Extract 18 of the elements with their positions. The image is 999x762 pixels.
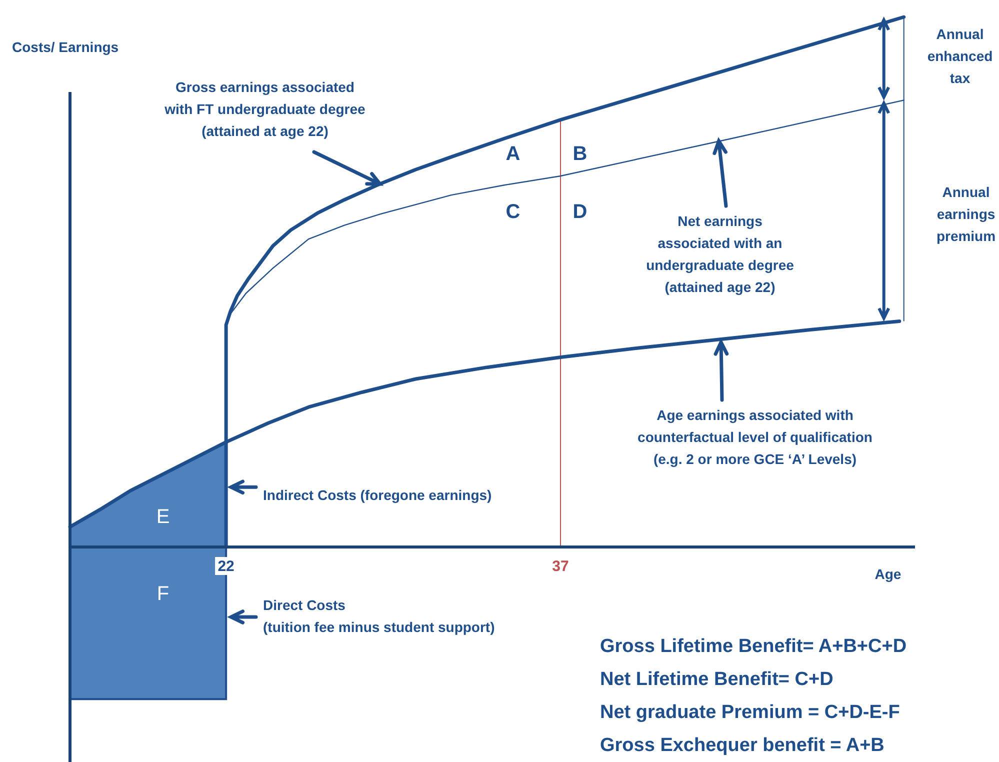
x-tick-label: 37 [552,558,569,575]
annotation: Age earnings associated with counterfactual level of qualification (e.g. 2 or more GCE ‘A’ Levels) [638,407,872,467]
text: Annual earnings premium [936,184,996,244]
annotation: E [156,506,170,528]
text: Annual enhanced tax [927,26,993,86]
annotation: Direct Costs (tuition fee minus student support) [263,597,495,635]
annotation: A [506,143,520,165]
annotation: Indirect Costs (foregone earnings) [263,487,492,503]
annotation: F [156,583,170,605]
annotation: B [572,143,588,165]
annotation: C [506,201,520,223]
annotation: Gross Lifetime Benefit= A+B+C+D Net Lifetime Benefit= C+D Net graduate Premium = C+D-E-F Gross Exchequer benefit = A+B [600,636,907,756]
annotation: D [572,201,588,223]
x-axis-title: Age [874,566,902,582]
x-tick-label: 22 [218,558,234,575]
annotation: Net earnings associated with an undergraduate degree (attained age 22) [646,213,794,295]
y-axis-title: Costs/ Earnings [12,39,119,55]
annotation: Gross earnings associated with FT undergraduate degree (attained at age 22) [164,79,366,139]
